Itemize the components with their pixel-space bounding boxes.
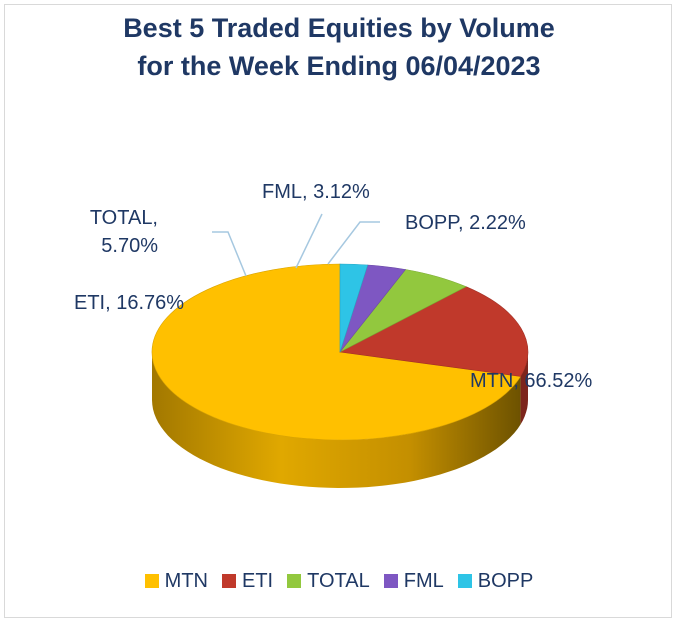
leader-line-bopp — [327, 221, 380, 265]
legend-swatch-mtn — [144, 574, 159, 588]
legend-item-total: TOTAL — [287, 570, 370, 593]
data-label-fml: FML, 3.12% — [262, 181, 370, 203]
data-label-total: TOTAL, 5.70% — [90, 207, 158, 257]
legend-item-mtn: MTN — [144, 569, 208, 593]
pie-side-mtn — [152, 352, 521, 488]
data-label-bopp: BOPP, 2.22% — [405, 212, 526, 234]
legend-swatch-bopp — [457, 574, 472, 588]
legend-swatch-eti — [222, 574, 236, 588]
pie-slice-bopp — [339, 263, 369, 353]
legend-label-mtn: MTN — [164, 569, 208, 592]
legend: MTN ETI TOTAL FML BOPP — [0, 566, 678, 596]
legend-label-bopp: BOPP — [477, 569, 534, 592]
legend-swatch-fml — [383, 574, 398, 588]
leader-line-fml — [295, 213, 323, 269]
pie-side-eti — [520, 352, 528, 425]
pie-slice-mtn — [151, 263, 522, 441]
data-label-eti: ETI, 16.76% — [74, 292, 184, 314]
legend-label-eti: ETI — [242, 569, 274, 592]
data-label-mtn: MTN, 66.52% — [470, 370, 592, 392]
legend-label-fml: FML — [403, 569, 444, 592]
pie-slice-eti — [339, 286, 529, 377]
legend-item-bopp: BOPP — [457, 569, 534, 593]
chart-title: Best 5 Traded Equities by Volume — [123, 13, 555, 43]
leader-line-total — [212, 231, 247, 277]
legend-swatch-total — [287, 574, 302, 588]
chart-subtitle: for the Week Ending 06/04/2023 — [137, 51, 541, 81]
legend-item-eti: ETI — [222, 570, 273, 593]
legend-item-fml: FML — [383, 569, 444, 593]
legend-label-total: TOTAL — [307, 569, 370, 592]
